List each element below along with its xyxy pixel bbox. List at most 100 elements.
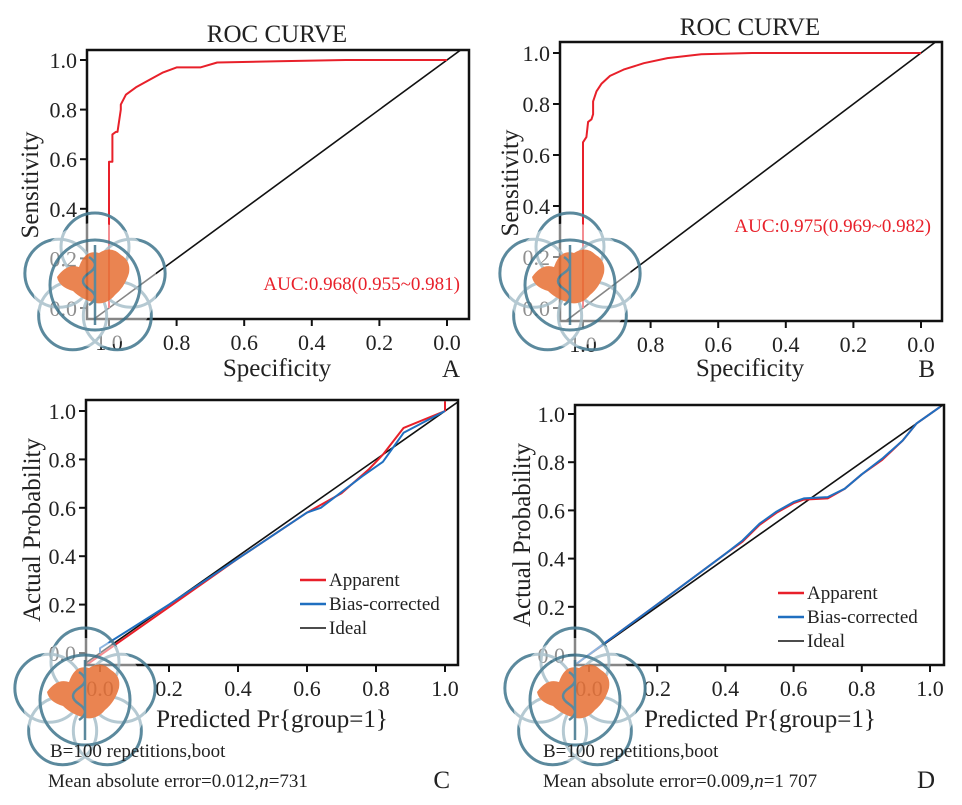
panel-letter: A [442,356,460,383]
watermark-map [47,664,120,719]
footnote-repetitions: B=100 repetitions,boot [50,741,226,762]
panel-c: 0.00.00.20.20.40.40.60.60.80.81.01.0Pred… [13,398,460,794]
series-line-bias-corrected [575,405,941,665]
panel-a: 1.00.00.80.20.60.40.40.60.20.80.01.0ROC … [17,21,471,383]
panel-letter: B [918,356,935,383]
x-tick-label: 0.8 [163,330,191,355]
footnote-repetitions: B=100 repetitions,boot [543,741,719,762]
chart-title: ROC CURVE [207,21,347,48]
x-tick-label: 0.8 [637,332,665,357]
y-tick-label: 0.8 [49,447,77,472]
chart-title: ROC CURVE [680,14,820,41]
watermark-inner-ring [523,238,617,332]
y-tick-label: 0.6 [523,143,551,168]
series-line-ideal [565,42,937,321]
x-tick-label: 0.6 [293,676,321,701]
x-tick-label: 0.6 [704,332,732,357]
x-axis-label: Specificity [696,355,805,382]
x-tick-label: 0.4 [712,676,740,701]
watermark-staff [81,245,97,325]
y-tick-label: 0.8 [523,92,551,117]
watermark-logo [13,626,157,767]
x-tick-label: 0.6 [230,330,258,355]
watermark-map [57,249,130,304]
watermark-inner-ring [48,238,142,332]
y-tick-label: 0.2 [538,595,566,620]
footnote-mae: Mean absolute error=0.009,n=1 707 [543,771,817,792]
x-axis-label: Predicted Pr{group=1} [156,706,388,733]
y-tick-label: 0.2 [49,593,77,618]
legend-label: Apparent [807,583,878,604]
y-axis-label: Sensitivity [497,129,524,236]
footnote-mae-prefix: Mean absolute error=0.009, [543,771,754,792]
legend-label: Bias-corrected [329,594,440,615]
legend-label: Ideal [329,618,367,639]
y-tick-label: 0.6 [538,498,566,523]
x-tick-label: 0.8 [362,676,390,701]
panel-d: 0.00.00.20.20.40.40.60.60.80.81.01.0Pred… [503,402,946,794]
y-tick-label: 1.0 [49,399,77,424]
panel-b: 1.00.00.80.20.60.40.40.60.20.80.01.0ROC … [497,14,944,383]
y-tick-label: 0.8 [50,98,78,123]
footnote-n-symbol: n [259,771,269,792]
watermark-staff [561,660,577,740]
y-tick-label: 0.6 [50,147,78,172]
x-tick-label: 0.4 [772,332,800,357]
footnote-mae-prefix: Mean absolute error=0.012, [48,771,259,792]
y-axis-label: Actual Probability [19,438,46,622]
watermark-logo [498,211,642,352]
x-tick-label: 0.8 [848,676,876,701]
watermark-logo [503,626,647,767]
plot-frame [573,403,946,667]
y-tick-label: 0.4 [523,194,551,219]
x-tick-label: 0.4 [224,676,252,701]
footnote-mae-suffix: =1 707 [764,771,817,792]
series-line-bias-corrected [99,410,446,653]
plot-frame [85,48,471,321]
y-axis-label: Actual Probability [509,443,536,627]
plot-frame [84,398,460,667]
x-tick-label: 1.0 [431,676,459,701]
auc-annotation: AUC:0.975(0.969~0.982) [734,216,931,237]
x-tick-label: 0.2 [643,676,671,701]
panel-letter: C [433,767,450,794]
y-tick-label: 0.8 [538,450,566,475]
series-line-roc [108,59,447,308]
watermark-map [532,249,605,304]
x-tick-label: 0.2 [366,330,394,355]
legend-label: Apparent [329,570,400,591]
series-line-ideal [575,405,944,665]
plot-frame [558,40,944,323]
legend: Apparent Bias-corrected Ideal [300,570,440,639]
watermark-staff [71,660,87,740]
legend: Apparent Bias-corrected Ideal [778,583,918,652]
y-tick-label: 1.0 [50,48,78,73]
y-tick-label: 0.6 [49,496,77,521]
y-tick-label: 0.4 [49,544,77,569]
x-axis-label: Predicted Pr{group=1} [644,706,876,733]
x-tick-label: 0.4 [298,330,326,355]
x-tick-label: 0.0 [907,332,935,357]
y-tick-label: 1.0 [523,41,551,66]
y-axis-label: Sensitivity [17,131,44,238]
x-tick-label: 0.0 [433,330,461,355]
y-tick-label: 0.4 [50,197,78,222]
legend-label: Bias-corrected [807,607,918,628]
series-line-ideal [92,50,462,319]
auc-annotation: AUC:0.968(0.955~0.981) [263,274,460,295]
x-tick-label: 0.2 [155,676,183,701]
watermark-inner-ring [528,653,622,747]
series-line-roc [582,52,921,308]
footnote-n-symbol: n [754,771,764,792]
series-line-ideal [86,400,458,664]
watermark-staff [556,245,572,325]
legend-label: Ideal [807,631,845,652]
x-tick-label: 1.0 [916,676,944,701]
watermark-logo [23,211,167,352]
y-tick-label: 0.4 [538,547,566,572]
footnote-mae-suffix: =731 [269,771,308,792]
panel-letter: D [917,767,935,794]
x-axis-label: Specificity [223,355,332,382]
watermark-inner-ring [38,653,132,747]
